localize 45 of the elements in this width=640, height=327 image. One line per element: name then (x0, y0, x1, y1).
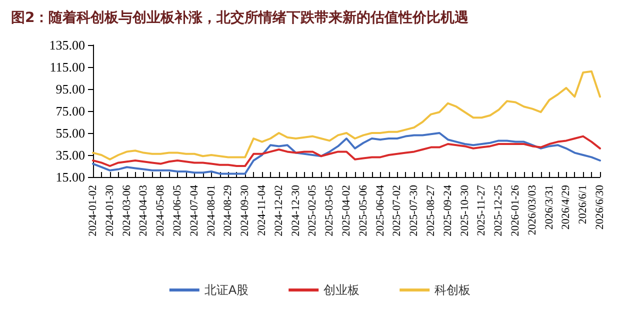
x-tick-label: 2024-03-06 (120, 184, 133, 236)
line-series (92, 70, 601, 160)
x-tick-label: 2025-05-06 (357, 184, 370, 236)
x-tick-label: 2026/3/31 (543, 185, 556, 230)
x-tick-label: 2025-04-02 (340, 185, 352, 236)
line-series (92, 135, 601, 167)
x-tick-label: 2024-06-05 (172, 184, 184, 236)
legend-label: 北证A股 (204, 283, 249, 297)
x-tick-label: 2024-08-01 (205, 185, 218, 236)
x-tick-label: 2025-02-05 (306, 184, 319, 236)
x-tick-label: 2026-01-26 (510, 184, 522, 236)
x-tick-label: 2024-05-08 (154, 184, 167, 236)
x-tick-label: 2026/03/03 (526, 184, 538, 236)
legend-label: 创业板 (324, 283, 360, 297)
x-tick-label: 2024-12-02 (272, 185, 285, 236)
legend-label: 科创板 (434, 283, 471, 297)
x-tick-label: 2024-09-30 (239, 184, 252, 236)
y-tick-label: 95.00 (56, 82, 85, 96)
x-tick-label: 2024-08-29 (222, 184, 234, 236)
x-tick-label: 2026/6/1 (577, 185, 590, 224)
x-tick-label: 2024-11-04 (256, 184, 268, 236)
x-tick-label: 2024-12-30 (290, 184, 302, 236)
y-tick-label: 135.00 (49, 38, 85, 52)
y-tick-label: 115.00 (50, 60, 85, 74)
x-tick-label: 2025-10-30 (458, 184, 471, 236)
x-tick-label: 2025-12-25 (492, 184, 505, 236)
x-tick-label: 2025-11-27 (476, 184, 488, 236)
y-tick-label: 35.00 (56, 148, 85, 162)
x-tick-label: 2024-04-03 (138, 184, 150, 236)
y-tick-label: 75.00 (56, 104, 85, 118)
x-tick-label: 2025-09-24 (442, 184, 454, 236)
x-tick-label: 2026/4/29 (560, 184, 572, 230)
x-tick-label: 2024-01-30 (104, 184, 116, 236)
x-tick-label: 2026/6/30 (594, 184, 606, 230)
y-tick-label: 55.00 (56, 126, 85, 140)
x-tick-label: 2025-03-05 (324, 184, 336, 236)
line-series (92, 132, 601, 175)
x-tick-label: 2025-07-30 (408, 184, 420, 236)
chart-title: 图2：随着科创板与创业板补涨，北交所情绪下跌带来新的估值性价比机遇 (11, 9, 470, 26)
y-tick-label: 15.00 (56, 170, 85, 184)
x-tick-label: 2025-07-02 (391, 185, 404, 236)
x-tick-label: 2025-06-04 (374, 184, 386, 236)
x-tick-label: 2025-08-27 (425, 184, 437, 236)
x-tick-label: 2024-07-04 (188, 184, 200, 236)
x-tick-label: 2024-01-02 (87, 185, 99, 236)
